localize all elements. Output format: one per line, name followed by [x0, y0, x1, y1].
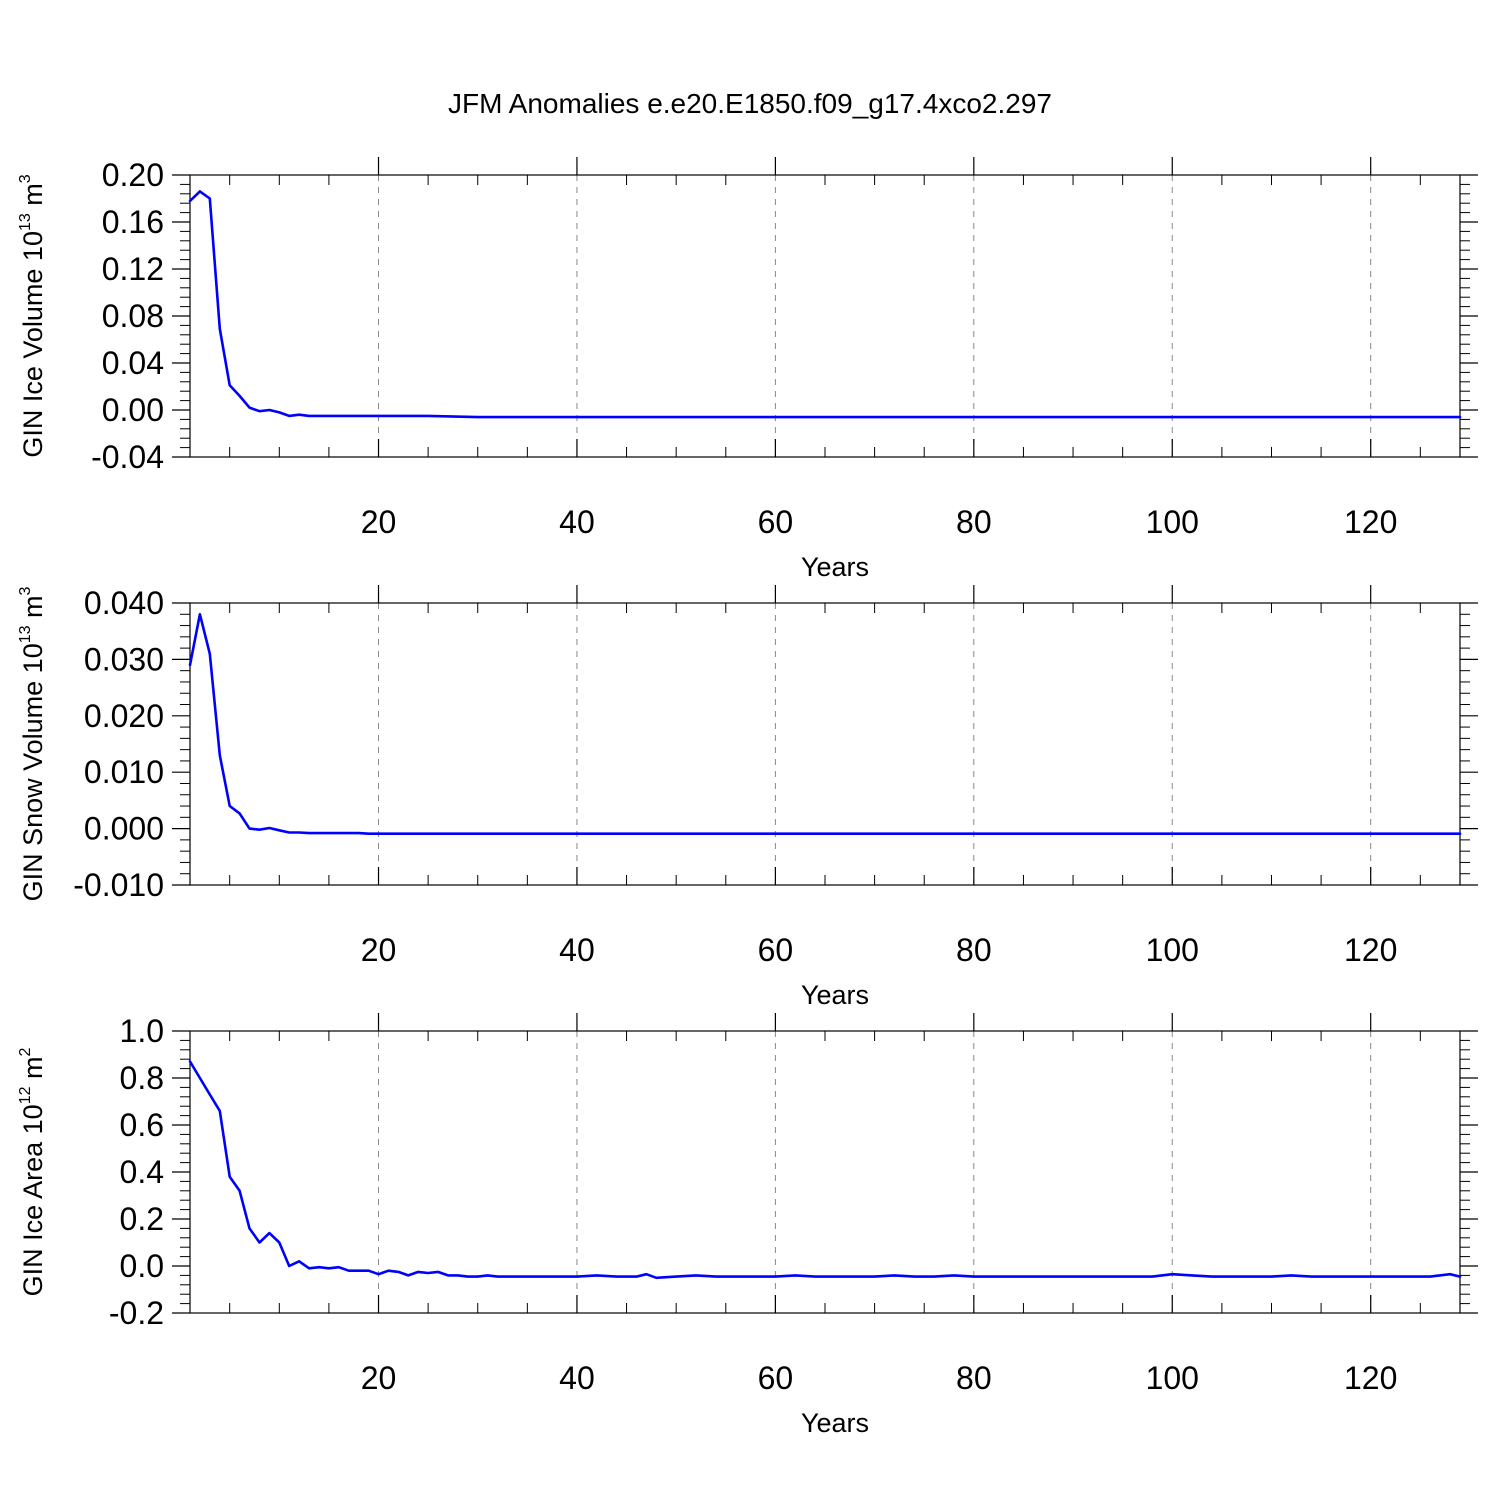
y-axis-label: GIN Ice Volume 1013 m3	[17, 174, 48, 457]
y-tick-label: 0.4	[120, 1154, 164, 1190]
panel-2: 20 40 60 80 100 120 -0.010 0.000 0.010 0.020 0.030…	[17, 585, 1478, 1010]
chart-title: JFM Anomalies e.e20.E1850.f09_g17.4xco2.…	[448, 88, 1052, 119]
x-tick-label: 120	[1344, 932, 1397, 968]
y-tick-label: -0.04	[91, 439, 164, 475]
y-tick-label: 0.16	[102, 204, 164, 240]
series-line	[188, 1060, 1462, 1280]
x-tick-label: 80	[956, 504, 992, 540]
series-line	[188, 190, 1462, 419]
x-tick-label: 20	[361, 1360, 397, 1396]
x-tick-label: 120	[1344, 1360, 1397, 1396]
y-tick-label: 0.04	[102, 345, 164, 381]
y-tick-label: 0.2	[120, 1201, 164, 1237]
plot-frame	[189, 174, 1461, 458]
x-tick-label: 80	[956, 932, 992, 968]
x-tick-label: 40	[559, 504, 595, 540]
y-tick-label: 0.12	[102, 251, 164, 287]
x-tick-label: 80	[956, 1360, 992, 1396]
y-tick-label: 0.0	[120, 1248, 164, 1284]
y-tick-label: 0.000	[84, 811, 164, 847]
y-tick-label: -0.2	[109, 1295, 164, 1331]
series-line	[188, 612, 1462, 836]
y-tick-label: 0.08	[102, 298, 164, 334]
x-tick-label: 100	[1146, 504, 1199, 540]
plot-frame	[189, 1030, 1461, 1314]
x-tick-label: 60	[758, 932, 794, 968]
x-axis-label: Years	[801, 552, 869, 582]
y-tick-label: 0.20	[102, 157, 164, 193]
y-tick-label: 0.010	[84, 754, 164, 790]
y-tick-label: 0.030	[84, 641, 164, 677]
x-tick-label: 20	[361, 932, 397, 968]
y-tick-label: 0.040	[84, 585, 164, 621]
x-axis-label: Years	[801, 1408, 869, 1438]
y-tick-label: -0.010	[73, 867, 164, 903]
x-tick-label: 20	[361, 504, 397, 540]
y-tick-label: 0.020	[84, 698, 164, 734]
y-tick-label: 0.8	[120, 1060, 164, 1096]
x-tick-label: 40	[559, 932, 595, 968]
plot-frame	[189, 602, 1461, 886]
y-tick-label: 0.6	[120, 1107, 164, 1143]
x-tick-label: 40	[559, 1360, 595, 1396]
panel-3: 20 40 60 80 100 120 -0.2 0.0 0.2 0.4 0.6 0.8 1.0 Year…	[17, 1013, 1478, 1438]
x-tick-label: 120	[1344, 504, 1397, 540]
x-tick-label: 100	[1146, 932, 1199, 968]
y-axis-label: GIN Snow Volume 1013 m3	[17, 586, 48, 901]
y-tick-label: 0.00	[102, 392, 164, 428]
panel-1: 20 40 60 80 100 120 -0.04 0.00 0.04 0.08 0.12 0.16 0…	[17, 157, 1478, 582]
y-axis-label: GIN Ice Area 1012 m2	[17, 1048, 48, 1297]
y-tick-label: 1.0	[120, 1013, 164, 1049]
x-tick-label: 100	[1146, 1360, 1199, 1396]
panels: 20 40 60 80 100 120 -0.04 0.00 0.04 0.08 0.12 0.16 0…	[17, 157, 1478, 1438]
x-tick-label: 60	[758, 1360, 794, 1396]
x-tick-label: 60	[758, 504, 794, 540]
x-axis-label: Years	[801, 980, 869, 1010]
